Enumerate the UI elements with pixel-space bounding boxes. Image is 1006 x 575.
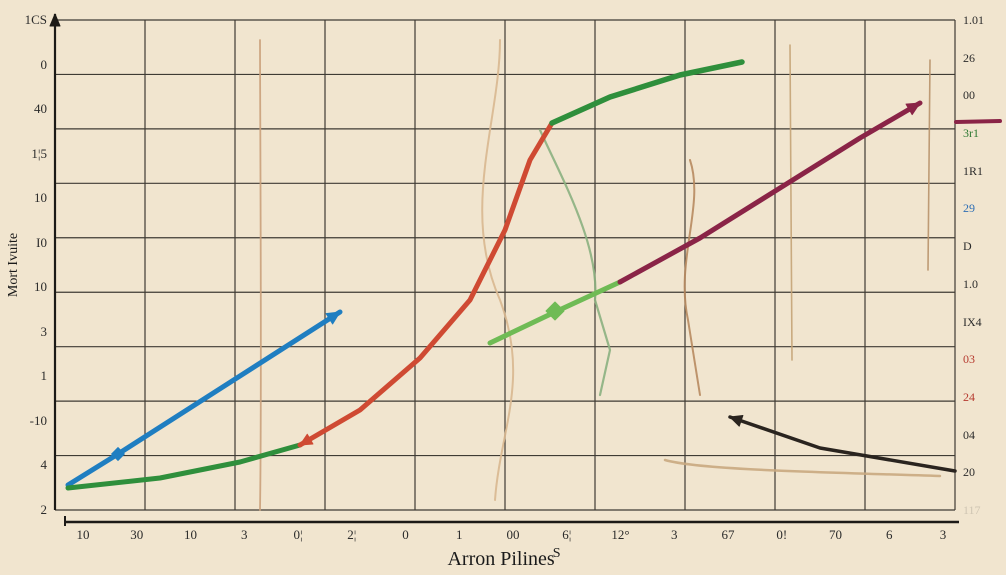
- scribble-line: [540, 130, 610, 395]
- tick-label: 0: [0, 58, 47, 71]
- scribble-line: [260, 40, 261, 510]
- x-axis-title: Arron PilinesS: [447, 548, 562, 571]
- scribble-line: [928, 60, 930, 270]
- x-axis-title-sup: S: [553, 546, 561, 561]
- tick-label: 4: [0, 458, 47, 471]
- tick-label: 1: [0, 369, 47, 382]
- tick-label: 1CS: [0, 13, 47, 26]
- tick-label: 03: [963, 353, 975, 365]
- tick-label: 24: [963, 391, 975, 403]
- tick-label: 3: [0, 325, 47, 338]
- tick-label: D: [963, 240, 972, 252]
- tick-label: 10: [77, 528, 90, 541]
- series-maroon: [620, 103, 920, 282]
- series-green-lower: [68, 445, 300, 488]
- tick-label: 26: [963, 52, 975, 64]
- tick-label: 12°: [611, 528, 629, 541]
- tick-label: 6: [886, 528, 893, 541]
- tick-label: 3r1: [963, 127, 979, 139]
- series-dark-short: [730, 417, 955, 471]
- y-axis-title: Mort Ivuite: [6, 233, 22, 297]
- tick-label: 40: [0, 102, 47, 115]
- scribble-line: [790, 45, 792, 360]
- series-green-upper: [552, 62, 742, 123]
- tick-label: 04: [963, 429, 975, 441]
- tick-label: 10: [0, 191, 47, 204]
- tick-label: 00: [963, 89, 975, 101]
- arrowhead-icon: [730, 415, 743, 426]
- tick-label: 30: [130, 528, 143, 541]
- tick-label: 10: [184, 528, 197, 541]
- chart-canvas: 1CS0401¦510I01031-10421.0126003r11R129D1…: [0, 0, 1006, 575]
- tick-label: 20: [963, 466, 975, 478]
- tick-label: IX4: [963, 316, 982, 328]
- tick-label: 1.01: [963, 14, 984, 26]
- tick-label: 3: [241, 528, 248, 541]
- tick-label: 1¦5: [0, 147, 47, 160]
- tick-label: 29: [963, 202, 975, 214]
- tick-label: -10: [0, 414, 47, 427]
- tick-label: 67: [722, 528, 735, 541]
- tick-label: 0!: [776, 528, 787, 541]
- tick-label: 0¦: [293, 528, 302, 541]
- tick-label: 00: [507, 528, 520, 541]
- tick-label: 3: [671, 528, 678, 541]
- tick-label: 2: [0, 503, 47, 516]
- tick-label: 117: [963, 504, 981, 516]
- series-blue: [68, 312, 340, 485]
- series-red: [300, 123, 552, 445]
- tick-label: 3: [940, 528, 947, 541]
- series-maroon-tail: [956, 121, 1000, 122]
- tick-label: 1: [456, 528, 463, 541]
- x-axis-title-word: Arron Pilines: [447, 548, 554, 570]
- tick-label: 1R1: [963, 165, 983, 177]
- tick-label: 2¦: [347, 528, 356, 541]
- tick-label: 0: [402, 528, 409, 541]
- scribble-line: [685, 160, 700, 395]
- tick-label: 6¦: [562, 528, 571, 541]
- chart-svg: [0, 0, 1006, 575]
- tick-label: 70: [829, 528, 842, 541]
- tick-label: 1.0: [963, 278, 978, 290]
